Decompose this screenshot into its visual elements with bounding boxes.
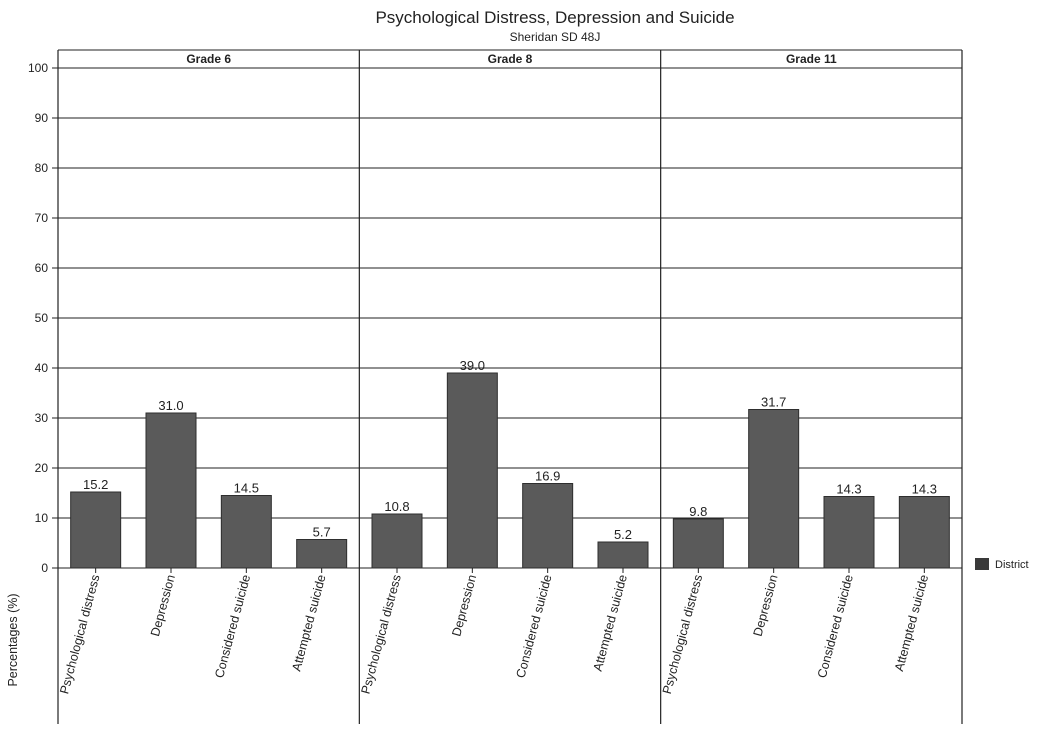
y-tick-label: 40 [35,361,49,375]
bar [672,518,724,569]
data-label: 5.7 [313,525,331,540]
x-category-label: Considered suicide [514,573,555,679]
data-label: 39.0 [460,358,485,373]
data-label: 9.8 [689,504,707,519]
chart-title: Psychological Distress, Depression and S… [375,8,734,27]
legend-swatch [975,558,989,570]
data-label: 14.3 [836,482,861,497]
data-label: 5.2 [614,527,632,542]
bar [446,372,498,569]
data-label: 10.8 [384,499,409,514]
x-category-label: Psychological distress [359,573,404,695]
bar [145,412,197,569]
x-category-label: Psychological distress [660,573,705,695]
data-label: 31.0 [158,398,183,413]
legend-label: District [995,559,1029,571]
y-tick-label: 50 [35,311,49,325]
plot-area: 0 10 20 30 40 50 60 70 80 90 100 Grade 6 15.2 Psychol… [28,49,963,724]
bar [296,539,348,569]
y-tick-label: 30 [35,411,49,425]
bar [748,409,800,569]
y-tick-label: 70 [35,211,49,225]
bar [823,496,875,569]
panel-label: Grade 6 [186,52,231,66]
x-category-label: Attempted suicide [591,573,630,673]
y-tick-label: 90 [35,111,49,125]
x-category-label: Depression [449,573,479,638]
bar [70,491,122,569]
y-tick-label: 60 [35,261,49,275]
data-label: 31.7 [761,395,786,410]
x-category-label: Depression [751,573,781,638]
data-label: 14.3 [912,482,937,497]
x-category-label: Considered suicide [815,573,856,679]
bar [898,496,950,569]
chart-subtitle: Sheridan SD 48J [510,30,601,44]
y-tick-label: 20 [35,461,49,475]
data-label: 16.9 [535,469,560,484]
data-label: 14.5 [234,481,259,496]
panel-label: Grade 11 [786,52,837,66]
y-tick-label: 0 [41,561,48,575]
bar [371,513,423,569]
bar [522,483,574,569]
y-tick-label: 80 [35,161,49,175]
x-category-label: Considered suicide [212,573,253,679]
panel-label: Grade 8 [488,52,533,66]
bar [220,495,272,569]
data-label: 15.2 [83,477,108,492]
bar [597,541,649,569]
y-tick-label: 10 [35,511,49,525]
x-category-label: Attempted suicide [892,573,931,673]
y-tick-label: 100 [28,61,48,75]
x-category-label: Psychological distress [57,573,102,695]
x-category-label: Depression [148,573,178,638]
x-category-label: Attempted suicide [289,573,328,673]
y-axis-title: Percentages (%) [6,593,20,686]
